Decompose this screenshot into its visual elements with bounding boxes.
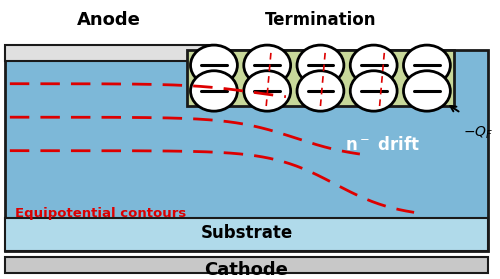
Ellipse shape	[190, 71, 238, 111]
Ellipse shape	[244, 71, 290, 111]
Ellipse shape	[404, 45, 450, 85]
Text: n$^-$ drift: n$^-$ drift	[345, 136, 420, 154]
Text: Equipotential contours: Equipotential contours	[15, 207, 186, 220]
Bar	[5, 50, 488, 251]
Ellipse shape	[297, 71, 344, 111]
Ellipse shape	[244, 45, 290, 85]
Text: Substrate: Substrate	[200, 224, 292, 242]
Ellipse shape	[190, 45, 238, 85]
Text: Anode: Anode	[76, 11, 140, 29]
Ellipse shape	[350, 45, 397, 85]
Bar	[188, 50, 454, 106]
Ellipse shape	[350, 71, 397, 111]
Text: $-Q_F$: $-Q_F$	[464, 124, 494, 141]
Ellipse shape	[297, 45, 344, 85]
Text: Termination: Termination	[264, 11, 376, 29]
Bar	[5, 218, 488, 251]
Bar	[5, 257, 488, 273]
Text: Cathode: Cathode	[204, 261, 288, 279]
Bar	[5, 45, 212, 61]
Ellipse shape	[404, 71, 450, 111]
